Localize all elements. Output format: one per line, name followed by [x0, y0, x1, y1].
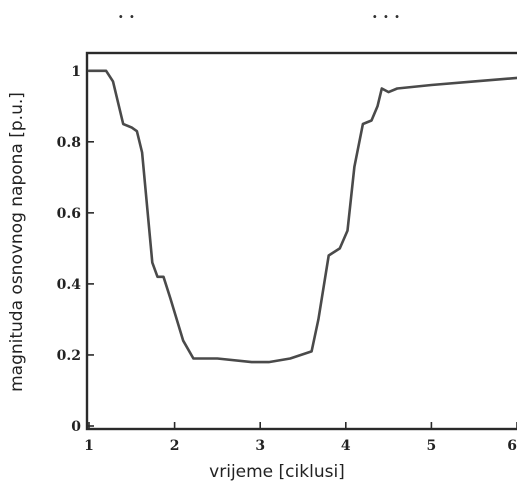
x-tick-label: 3 [255, 438, 265, 454]
x-axis-title: vrijeme [ciklusi] [209, 462, 345, 482]
top-mark-left: · · [118, 7, 135, 26]
y-tick-label: 0 [71, 419, 81, 435]
y-tick-label: 1 [71, 64, 81, 80]
y-tick-label: 0.6 [57, 206, 81, 222]
x-axis-ticks: 1 2 3 4 5 6 [84, 422, 517, 454]
x-tick-label: 6 [507, 438, 517, 454]
x-tick-label: 1 [84, 438, 94, 454]
x-tick-label: 2 [170, 438, 180, 454]
y-axis-ticks: 0 0.2 0.4 0.6 0.8 1 [57, 64, 94, 435]
x-tick-label: 4 [341, 438, 351, 454]
x-tick-label: 5 [427, 438, 437, 454]
y-tick-label: 0.8 [57, 135, 81, 151]
y-axis-title: magnituda osnovnog napona [p.u.] [7, 92, 27, 392]
y-tick-label: 0.2 [57, 348, 81, 364]
series-line [87, 69, 517, 364]
y-tick-label: 0.4 [57, 277, 82, 293]
series-layer [87, 69, 517, 364]
plot-frame [85, 51, 517, 431]
top-mark-right: · · · [372, 7, 400, 26]
